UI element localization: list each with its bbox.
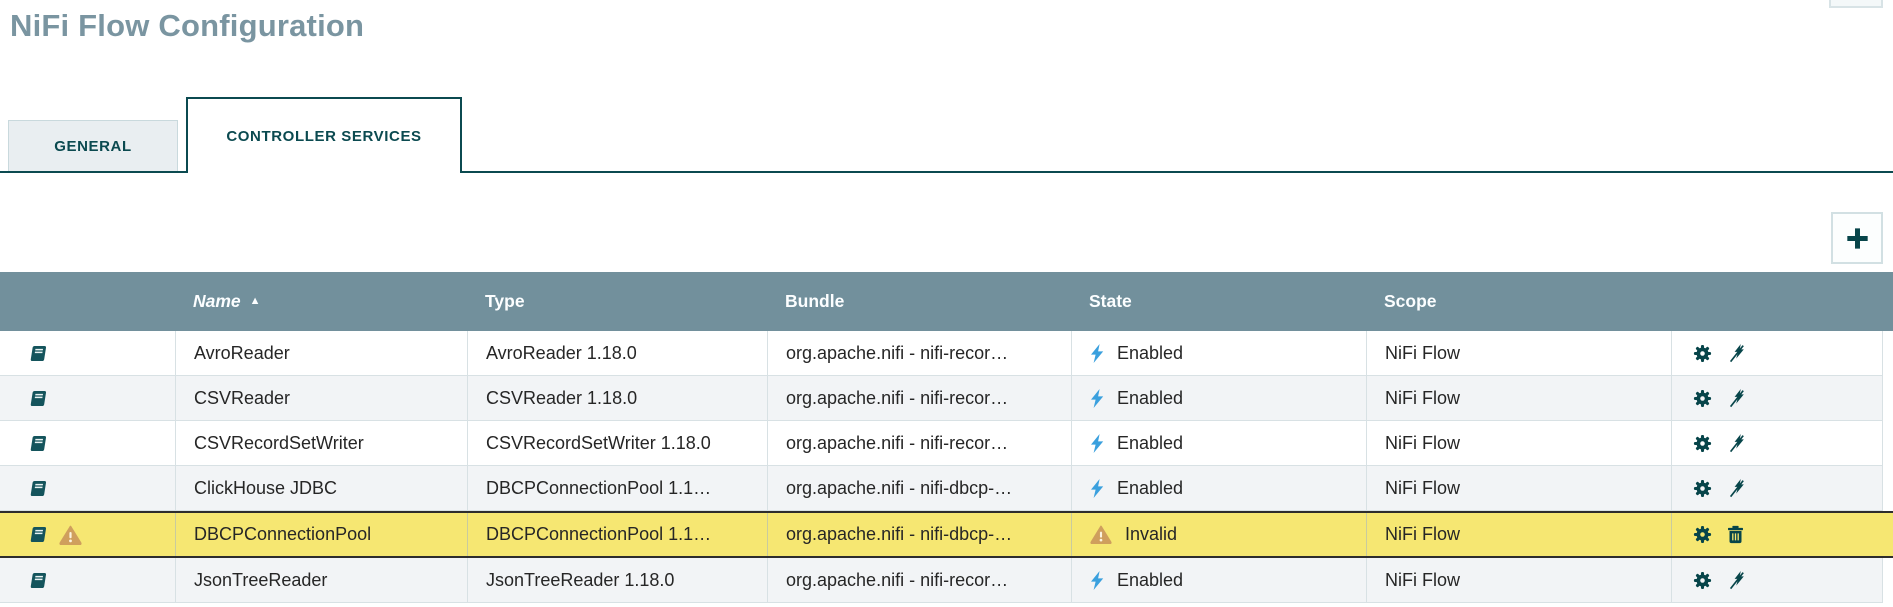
cell-bundle: org.apache.nifi - nifi-dbcp-… <box>767 513 1071 556</box>
enabled-bolt-icon <box>1090 343 1104 363</box>
configure-button[interactable] <box>1693 434 1712 453</box>
disable-button[interactable] <box>1727 478 1747 498</box>
disable-button[interactable] <box>1727 343 1747 363</box>
cell-scope: NiFi Flow <box>1366 466 1671 510</box>
gear-icon <box>1693 434 1712 453</box>
book-icon <box>28 525 48 544</box>
cell-type: DBCPConnectionPool 1.1… <box>467 513 767 556</box>
column-header-bundle[interactable]: Bundle <box>785 291 845 311</box>
column-header-scope[interactable]: Scope <box>1384 291 1437 311</box>
cell-actions <box>1671 331 1883 375</box>
cell-scope: NiFi Flow <box>1366 376 1671 420</box>
enabled-bolt-icon <box>1090 433 1104 453</box>
configure-button[interactable] <box>1693 525 1712 544</box>
cell-name: DBCPConnectionPool <box>175 513 467 556</box>
cell-bundle: org.apache.nifi - nifi-dbcp-… <box>767 466 1071 510</box>
page-title: NiFi Flow Configuration <box>10 8 365 43</box>
disable-bolt-slash-icon <box>1727 478 1747 498</box>
column-header-name-label: Name <box>193 291 241 311</box>
cell-scope: NiFi Flow <box>1366 558 1671 602</box>
add-controller-service-button[interactable] <box>1831 212 1883 264</box>
column-header-state[interactable]: State <box>1089 291 1132 311</box>
disable-bolt-slash-icon <box>1727 343 1747 363</box>
column-header-name[interactable]: Name ▲ <box>175 291 467 312</box>
cell-state: Enabled <box>1071 466 1366 510</box>
disable-bolt-slash-icon <box>1727 388 1747 408</box>
table-row[interactable]: CSVReader CSVReader 1.18.0 org.apache.ni… <box>0 376 1883 421</box>
gear-icon <box>1693 389 1712 408</box>
table-header-row: Name ▲ Type Bundle State Scope <box>0 272 1893 331</box>
cell-scope: NiFi Flow <box>1366 513 1671 556</box>
trash-icon <box>1727 525 1744 544</box>
tab-general-label: GENERAL <box>54 137 132 155</box>
book-icon <box>28 434 48 453</box>
cell-actions <box>1671 558 1883 602</box>
cell-state: Enabled <box>1071 376 1366 420</box>
cell-scope: NiFi Flow <box>1366 421 1671 465</box>
clipped-dialog-button[interactable] <box>1829 0 1883 8</box>
disable-bolt-slash-icon <box>1727 570 1747 590</box>
enabled-bolt-icon <box>1090 570 1104 590</box>
table-row[interactable]: ClickHouse JDBC DBCPConnectionPool 1.1… … <box>0 466 1883 511</box>
cell-type: AvroReader 1.18.0 <box>467 331 767 375</box>
controller-services-table: AvroReader AvroReader 1.18.0 org.apache.… <box>0 331 1893 603</box>
enabled-bolt-icon <box>1090 478 1104 498</box>
cell-type: CSVRecordSetWriter 1.18.0 <box>467 421 767 465</box>
column-header-type[interactable]: Type <box>485 291 525 311</box>
book-icon <box>28 389 48 408</box>
gear-icon <box>1693 571 1712 590</box>
cell-state: Enabled <box>1071 558 1366 602</box>
enabled-bolt-icon <box>1090 388 1104 408</box>
cell-state: Enabled <box>1071 421 1366 465</box>
tab-general[interactable]: GENERAL <box>8 120 178 171</box>
cell-name: JsonTreeReader <box>175 558 467 602</box>
cell-type: DBCPConnectionPool 1.1… <box>467 466 767 510</box>
cell-actions <box>1671 421 1883 465</box>
invalid-warning-icon <box>59 525 82 545</box>
disable-button[interactable] <box>1727 570 1747 590</box>
configure-button[interactable] <box>1693 389 1712 408</box>
delete-button[interactable] <box>1727 525 1744 544</box>
cell-name: CSVReader <box>175 376 467 420</box>
table-row[interactable]: DBCPConnectionPool DBCPConnectionPool 1.… <box>0 511 1893 558</box>
table-row[interactable]: CSVRecordSetWriter CSVRecordSetWriter 1.… <box>0 421 1883 466</box>
disable-button[interactable] <box>1727 433 1747 453</box>
gear-icon <box>1693 344 1712 363</box>
sort-ascending-icon: ▲ <box>249 294 261 307</box>
cell-bundle: org.apache.nifi - nifi-recor… <box>767 376 1071 420</box>
cell-actions <box>1671 376 1883 420</box>
book-icon <box>28 479 48 498</box>
cell-bundle: org.apache.nifi - nifi-recor… <box>767 558 1071 602</box>
gear-icon <box>1693 479 1712 498</box>
cell-bundle: org.apache.nifi - nifi-recor… <box>767 421 1071 465</box>
disable-button[interactable] <box>1727 388 1747 408</box>
tab-controller-services-label: CONTROLLER SERVICES <box>226 127 422 145</box>
table-row[interactable]: AvroReader AvroReader 1.18.0 org.apache.… <box>0 331 1883 376</box>
cell-scope: NiFi Flow <box>1366 331 1671 375</box>
gear-icon <box>1693 525 1712 544</box>
tab-bar-divider <box>0 171 1893 173</box>
cell-name: AvroReader <box>175 331 467 375</box>
plus-icon <box>1844 225 1871 252</box>
invalid-warning-icon <box>1090 525 1112 544</box>
configure-button[interactable] <box>1693 344 1712 363</box>
cell-name: ClickHouse JDBC <box>175 466 467 510</box>
tab-controller-services[interactable]: CONTROLLER SERVICES <box>186 97 462 173</box>
cell-bundle: org.apache.nifi - nifi-recor… <box>767 331 1071 375</box>
cell-state: Invalid <box>1071 513 1366 556</box>
book-icon <box>28 571 48 590</box>
cell-actions <box>1671 513 1883 556</box>
configure-button[interactable] <box>1693 571 1712 590</box>
configure-button[interactable] <box>1693 479 1712 498</box>
disable-bolt-slash-icon <box>1727 433 1747 453</box>
book-icon <box>28 344 48 363</box>
cell-type: JsonTreeReader 1.18.0 <box>467 558 767 602</box>
cell-state: Enabled <box>1071 331 1366 375</box>
cell-type: CSVReader 1.18.0 <box>467 376 767 420</box>
cell-name: CSVRecordSetWriter <box>175 421 467 465</box>
table-row[interactable]: JsonTreeReader JsonTreeReader 1.18.0 org… <box>0 558 1883 603</box>
cell-actions <box>1671 466 1883 510</box>
